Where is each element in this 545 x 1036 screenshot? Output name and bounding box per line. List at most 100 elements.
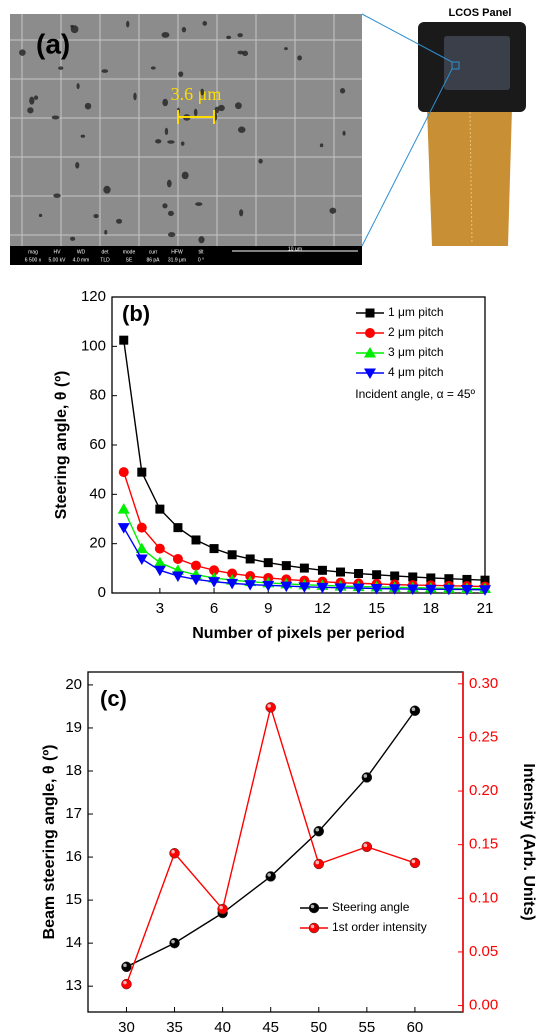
sem-dot: [164, 127, 169, 136]
marker: [119, 335, 129, 345]
sem-dot: [339, 88, 346, 94]
x-tick-label: 50: [310, 1019, 327, 1036]
info-bar-text: mag 6 500 x HV 5.00 kV WD 4.0 mm det TLD mode SE c…: [25, 249, 204, 263]
marker: [191, 535, 201, 545]
y-tick-label: 19: [65, 719, 82, 736]
sem-image: [10, 14, 362, 246]
sem-dot: [237, 50, 244, 55]
y-tick-label: 40: [89, 485, 106, 502]
marker-highlight: [310, 904, 315, 909]
zoom-box: [451, 61, 460, 70]
sem-dot: [29, 96, 35, 105]
sem-dot: [166, 179, 172, 188]
sem-dot: [237, 126, 246, 133]
marker-highlight: [123, 980, 127, 985]
info-value: 5.00 kV: [49, 257, 67, 263]
marker: [172, 553, 183, 564]
legend-label: 3 μm pitch: [388, 345, 444, 359]
marker: [406, 584, 419, 596]
info-header: curr: [149, 249, 158, 255]
y-tick-label: 13: [65, 977, 82, 994]
legend-marker: [365, 308, 375, 318]
sem-dot: [181, 26, 187, 33]
x-tick-label: 12: [314, 600, 331, 617]
sem-dot: [193, 108, 198, 117]
marker: [265, 871, 276, 882]
sem-dot: [226, 35, 232, 40]
info-header: tilt: [199, 249, 205, 255]
y-tick-label: 80: [89, 387, 106, 404]
sem-dot: [70, 24, 74, 28]
y-tick-label: 15: [65, 891, 82, 908]
panel-a: (a) 3.6 μm mag 6 500 x HV 5.00 kV WD 4.0 mm de…: [10, 7, 526, 265]
legend-label: 1st order intensity: [332, 920, 427, 934]
sem-dot: [202, 21, 208, 26]
info-header: WD: [77, 249, 86, 255]
scale-bar-label: 10 μm: [288, 246, 302, 252]
sem-dot: [58, 66, 64, 70]
photo-title: LCOS Panel: [449, 7, 512, 19]
sem-dot: [258, 158, 263, 164]
y-tick-label: 60: [89, 436, 106, 453]
marker: [335, 567, 345, 577]
x-tick-label: 45: [262, 1019, 279, 1036]
marker-highlight: [411, 859, 416, 864]
marker: [153, 565, 166, 577]
marker-highlight: [363, 774, 368, 778]
sem-dot: [101, 69, 109, 73]
y2-tick-label: 0.05: [469, 943, 498, 960]
legend-label: 4 μm pitch: [388, 365, 444, 379]
sem-dot: [103, 185, 111, 194]
info-value: SE: [126, 257, 133, 263]
zoom-line: [361, 13, 453, 63]
sem-dot: [155, 139, 162, 144]
sem-dot: [69, 236, 76, 241]
info-value: TLD: [100, 257, 110, 263]
x-tick-label: 55: [359, 1019, 376, 1036]
info-value: 31.9 μm: [168, 257, 186, 263]
annotation: Incident angle, α = 45º: [355, 387, 475, 401]
marker: [462, 574, 472, 584]
sem-grid: [10, 14, 362, 246]
sem-dot: [161, 32, 170, 38]
marker: [361, 841, 373, 853]
marker: [352, 583, 365, 595]
y2-axis-label: Intensity (Arb. Units): [520, 763, 537, 920]
marker: [117, 523, 130, 534]
sem-dot: [126, 20, 130, 28]
y2-tick-label: 0.30: [469, 675, 498, 692]
marker: [409, 857, 421, 869]
y-tick-label: 20: [89, 535, 106, 552]
legend-label: 2 μm pitch: [388, 325, 444, 339]
marker: [217, 903, 228, 915]
info-value: 4.0 mm: [73, 257, 90, 263]
sem-dot: [19, 49, 26, 56]
marker: [409, 705, 421, 716]
marker: [442, 584, 455, 596]
marker: [117, 503, 130, 514]
sem-dot: [235, 102, 242, 110]
legend-marker: [308, 902, 320, 914]
marker: [265, 702, 276, 713]
marker: [313, 825, 325, 837]
marker: [169, 937, 180, 949]
sem-dot: [181, 171, 189, 180]
x-tick-label: 18: [422, 600, 439, 617]
marker: [281, 561, 291, 571]
y-tick-label: 16: [65, 848, 82, 865]
marker-highlight: [171, 939, 175, 944]
x-tick-label: 9: [264, 600, 272, 617]
marker: [334, 583, 347, 594]
marker: [209, 565, 220, 576]
marker: [408, 572, 418, 582]
marker: [313, 858, 325, 870]
marker: [424, 584, 437, 596]
sem-dot: [133, 92, 137, 101]
sem-dot: [33, 95, 39, 100]
x-tick-label: 40: [214, 1019, 231, 1036]
marker: [118, 467, 129, 478]
legend-label: 1 μm pitch: [388, 305, 444, 319]
sem-dot: [218, 104, 225, 112]
marker: [135, 542, 148, 554]
x-tick-label: 35: [166, 1019, 183, 1036]
